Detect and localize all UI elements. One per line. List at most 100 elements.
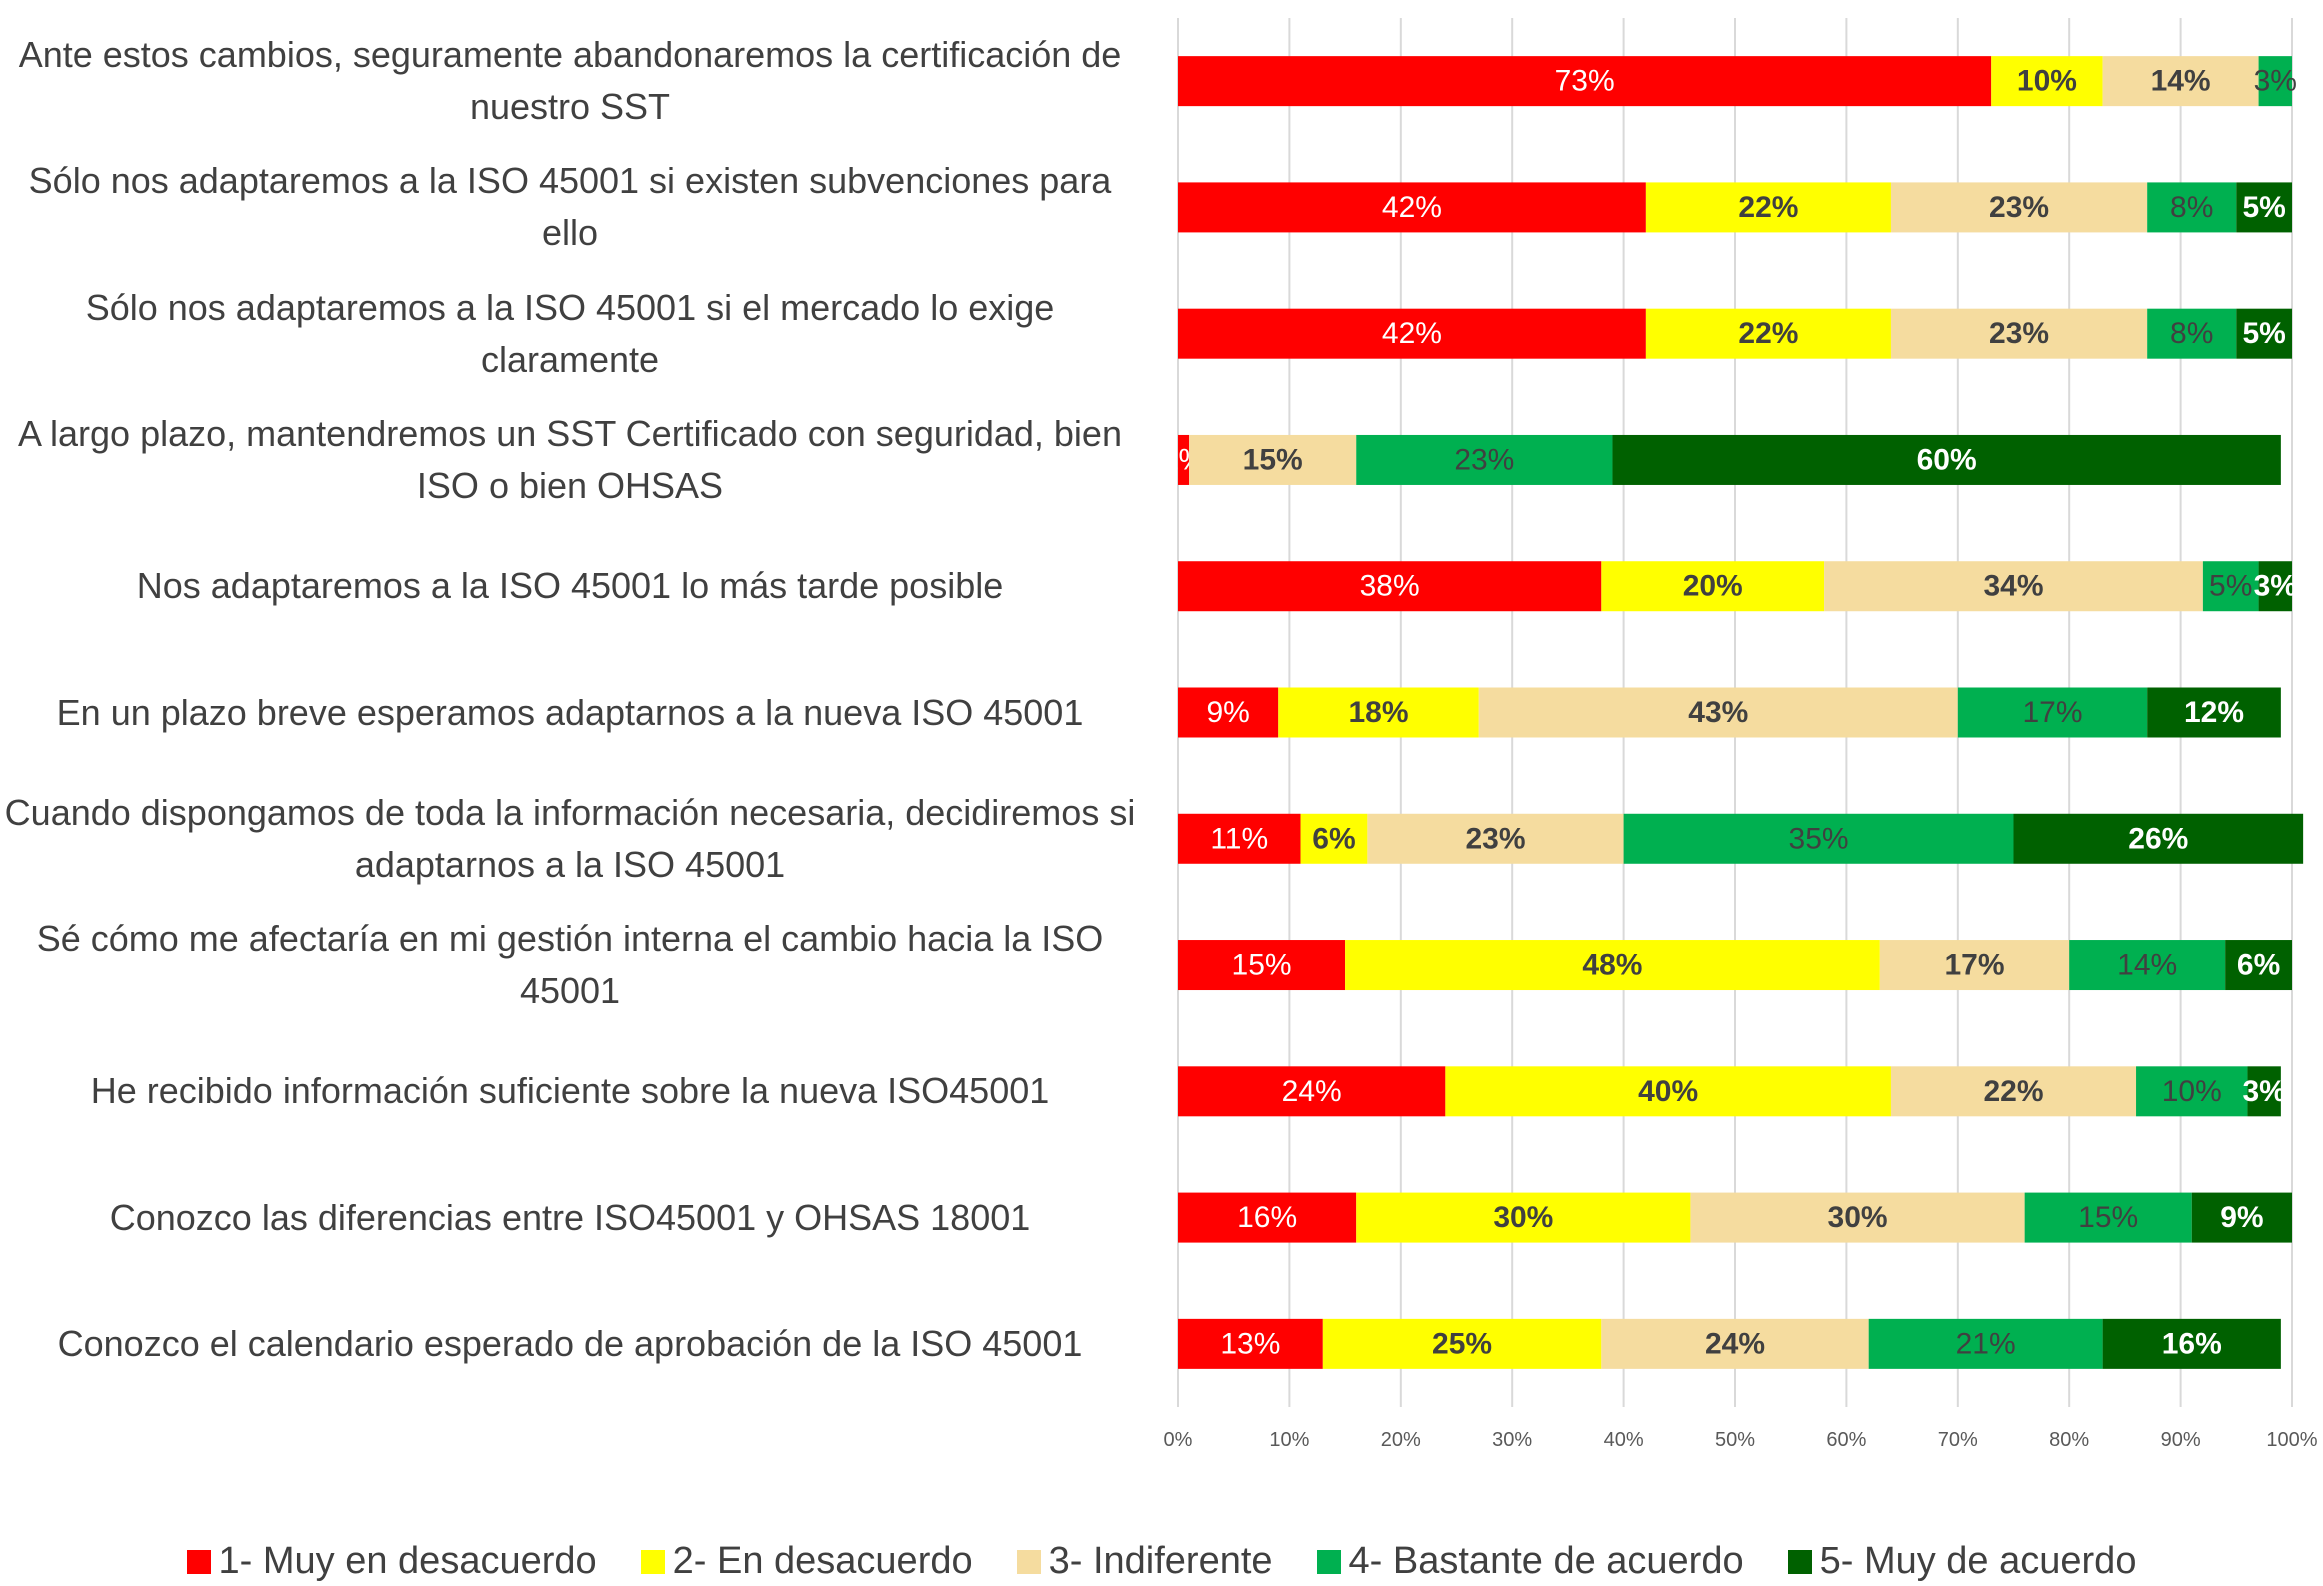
bar-segment [2191, 1192, 2292, 1243]
data-label: 8% [2170, 191, 2213, 224]
bar-segment [2202, 561, 2259, 612]
data-label: 21% [1956, 1327, 2016, 1360]
legend-item: 5- Muy de acuerdo [1787, 1540, 2137, 1583]
data-label: 30% [1828, 1201, 1888, 1234]
x-tick-label: 30% [1492, 1429, 1532, 1451]
bar-segment [2102, 1318, 2281, 1369]
data-label: 8% [2170, 317, 2213, 350]
bar-segment [1612, 434, 2281, 485]
bar-segment [1890, 308, 2148, 359]
bar-segment [1879, 940, 2070, 991]
bar-segment [1178, 561, 1602, 612]
data-label: 17% [2022, 696, 2082, 729]
bar-segment [1991, 56, 2103, 107]
data-label: 22% [1983, 1075, 2043, 1108]
category-label: Conozco el calendario esperado de aproba… [57, 1322, 1083, 1364]
bar-segment [1278, 687, 1479, 738]
data-label: 10% [2162, 1075, 2222, 1108]
data-label: 5% [2242, 191, 2285, 224]
data-label: 10% [2017, 65, 2077, 98]
bar-segment [2236, 308, 2292, 359]
category-label: Nos adaptaremos a la ISO 45001 lo más ta… [136, 565, 1004, 607]
bar-segment [2225, 940, 2292, 991]
bar-segment [2236, 182, 2292, 233]
data-label: 23% [1989, 317, 2049, 350]
legend-label: 4- Bastante de acuerdo [1348, 1540, 1744, 1582]
bar-segment [2258, 561, 2292, 612]
category-label: Sé cómo me afectaría en mi gestión inter… [36, 918, 1104, 1012]
data-label: 25% [1432, 1327, 1492, 1360]
bar-segment [1322, 1318, 1602, 1369]
bar-segment [2147, 308, 2237, 359]
bar-segment [1645, 308, 1891, 359]
legend-label: 3- Indiferente [1048, 1540, 1273, 1582]
data-label: 24% [1705, 1327, 1765, 1360]
data-label: 24% [1282, 1075, 1342, 1108]
bar-segment [1645, 182, 1891, 233]
x-tick-label: 60% [1826, 1429, 1866, 1451]
bar-segment [1623, 813, 2014, 864]
bar-segment [1178, 434, 1190, 485]
bar-segment [1356, 434, 1613, 485]
data-label: 11% [1210, 822, 1268, 855]
legend-swatch [1016, 1549, 1041, 1574]
data-label: 5% [2242, 317, 2285, 350]
data-label: 3% [2254, 65, 2297, 98]
data-label: 5% [2209, 570, 2252, 603]
legend-label: 5- Muy de acuerdo [1819, 1540, 2137, 1582]
data-label: 42% [1382, 191, 1442, 224]
x-tick-label: 70% [1938, 1429, 1978, 1451]
bar-segment [2147, 687, 2281, 738]
data-label: 22% [1738, 317, 1798, 350]
x-tick-label: 10% [1269, 1429, 1309, 1451]
bar-segment [1178, 308, 1646, 359]
legend-item: 4- Bastante de acuerdo [1316, 1540, 1744, 1583]
data-label: 6% [2237, 949, 2280, 982]
data-label: 14% [2151, 65, 2211, 98]
data-label: 34% [1983, 570, 2043, 603]
category-label: He recibido información suficiente sobre… [90, 1070, 1050, 1112]
bar-segment [1890, 182, 2148, 233]
data-label: 35% [1789, 822, 1849, 855]
data-label: 18% [1348, 696, 1408, 729]
data-label: 3% [2242, 1075, 2285, 1108]
data-label: 17% [1944, 949, 2004, 982]
x-tick-label: 20% [1381, 1429, 1421, 1451]
data-label: 3% [2254, 570, 2297, 603]
legend-item: 2- En desacuerdo [640, 1540, 973, 1583]
bar-segment [1178, 1066, 1446, 1117]
data-label: 40% [1638, 1075, 1698, 1108]
bar-segment [2136, 1066, 2248, 1117]
bar-segment [2247, 1066, 2281, 1117]
bar-segment [1178, 1318, 1323, 1369]
data-label: 23% [1454, 443, 1514, 476]
bar-segment [1957, 687, 2148, 738]
x-tick-label: 40% [1604, 1429, 1644, 1451]
legend-label: 2- En desacuerdo [672, 1540, 973, 1582]
data-label: 26% [2128, 822, 2188, 855]
bar-segment [1178, 182, 1646, 233]
bar-segment [2147, 182, 2237, 233]
data-label: 23% [1465, 822, 1525, 855]
legend-item: 3- Indiferente [1016, 1540, 1273, 1583]
bar-segment [2024, 1192, 2192, 1243]
x-tick-label: 90% [2161, 1429, 2201, 1451]
bar-segment [1178, 687, 1279, 738]
category-label: Ante estos cambios, seguramente abandona… [18, 34, 1122, 128]
bar-segment [1178, 56, 1992, 107]
bar-segment [1345, 940, 1880, 991]
bar-segment [1178, 813, 1301, 864]
data-label: 38% [1360, 570, 1420, 603]
data-label: 6% [1312, 822, 1355, 855]
data-label: 14% [2117, 949, 2177, 982]
x-tick-label: 50% [1715, 1429, 1755, 1451]
data-label: 12% [2184, 696, 2244, 729]
data-label: 16% [1237, 1201, 1297, 1234]
legend-label: 1- Muy en desacuerdo [218, 1540, 597, 1582]
data-label: 22% [1738, 191, 1798, 224]
legend-swatch [1316, 1549, 1341, 1574]
data-label: 60% [1917, 443, 1977, 476]
bar-segment [1890, 1066, 2137, 1117]
